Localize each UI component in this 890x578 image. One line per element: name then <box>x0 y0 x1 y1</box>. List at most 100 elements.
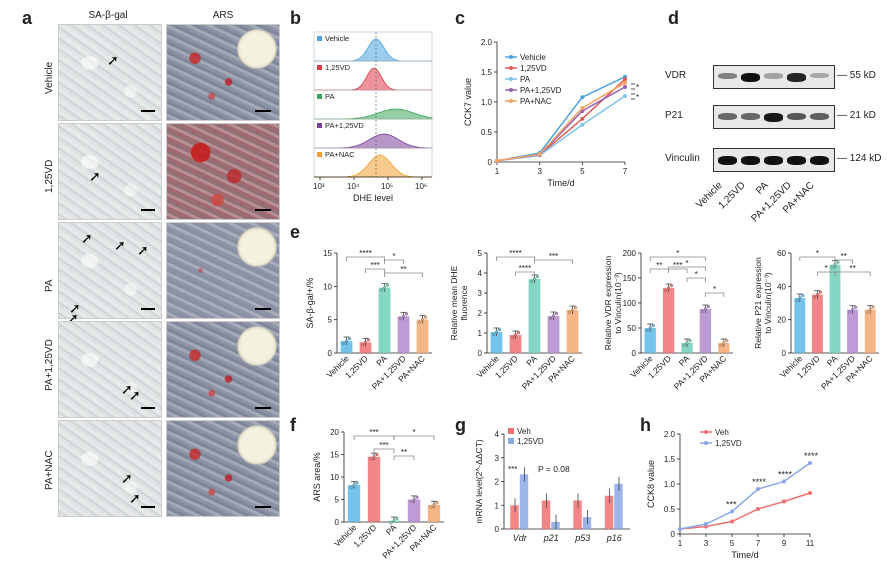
panel-letter-h: h <box>640 415 651 435</box>
y-tick-label: 200 <box>623 249 637 258</box>
data-point <box>435 501 439 505</box>
series-line <box>679 492 811 530</box>
x-tick-label: 3 <box>537 167 542 176</box>
data-point <box>401 314 406 318</box>
y-tick-label: 4 <box>478 269 483 278</box>
ars-micrograph <box>166 420 280 517</box>
sagal-micrograph: ➚ ➚ ➚ ➚ ➚ <box>58 222 162 325</box>
data-point <box>366 338 371 342</box>
y-tick-label: 1.0 <box>664 480 676 489</box>
row-label: PA+1,25VD <box>44 338 55 391</box>
panel-letter-f: f <box>290 415 296 435</box>
x-tick-label: 11 <box>806 539 815 548</box>
sig-mark: * <box>816 249 819 258</box>
data-point <box>865 310 869 314</box>
blot-band <box>787 156 806 165</box>
y-axis-label: SA-β-gal+/% <box>305 278 315 329</box>
legend-swatch <box>508 428 514 434</box>
sagal-micrograph: ➚ ➚ <box>58 420 162 517</box>
data-point <box>580 106 585 110</box>
data-point <box>704 522 708 526</box>
data-point <box>420 318 425 322</box>
sig-mark: *** <box>370 261 379 270</box>
arrow-icon: ➚ <box>129 387 141 403</box>
legend-swatch <box>317 94 322 99</box>
sig-bracket <box>393 455 415 460</box>
dhe-histogram-panel: Vehicle 1,25VD PA PA+1,25VD PA+NAC 10³ 10⁴ 10⁵ 1… <box>313 31 433 203</box>
sig-mark: * <box>676 249 679 258</box>
y-axis-label: fluorence <box>459 285 469 320</box>
data-point <box>580 95 585 100</box>
data-point <box>651 324 655 328</box>
data-point <box>510 335 515 339</box>
data-point <box>554 312 559 316</box>
data-point <box>352 483 356 487</box>
data-point <box>645 328 649 332</box>
bar <box>510 505 519 529</box>
y-axis-label: mRNA level(2^-ΔΔCT) <box>474 439 484 523</box>
data-point <box>812 295 816 299</box>
bar <box>811 294 823 353</box>
data-point <box>623 80 627 85</box>
legend-label: 1,25VD <box>715 439 742 448</box>
histogram-curve <box>314 133 433 149</box>
bar <box>359 342 372 353</box>
data-point <box>516 331 521 335</box>
blot-band <box>718 113 737 120</box>
blot-band <box>764 73 783 79</box>
blot-band <box>741 113 760 120</box>
data-point <box>372 455 376 459</box>
bar <box>490 332 503 353</box>
y-tick-label: 2 <box>495 478 500 487</box>
y-tick-label: 20 <box>777 316 786 325</box>
cck8-line-chart: 0 0.5 1.0 1.5 2.0 1 3 5 7 9 11 Time/d CCK8 value Veh 1… <box>646 428 819 560</box>
data-point <box>344 339 349 343</box>
kd-label: — 124 kD <box>837 153 882 164</box>
sig-mark: ** <box>401 448 407 457</box>
bar <box>604 495 614 529</box>
y-tick-label: 0 <box>488 158 493 167</box>
data-point <box>722 341 726 345</box>
data-point <box>664 288 668 292</box>
legend-marker <box>509 55 513 59</box>
bar <box>582 517 592 529</box>
panel-letter-a: a <box>22 8 33 28</box>
data-point <box>871 305 875 309</box>
x-tick-label: 7 <box>756 539 761 548</box>
y-tick-label: 5 <box>478 249 483 258</box>
sig-mark: * <box>825 264 828 273</box>
x-axis-label: DHE level <box>353 193 393 203</box>
x-axis-label: Time/d <box>731 550 758 560</box>
legend-marker <box>509 88 513 92</box>
legend-label: PA+NAC <box>325 150 355 159</box>
legend-marker <box>509 99 513 103</box>
kd-label: — 21 kD <box>837 110 876 121</box>
bar <box>519 474 529 529</box>
y-tick-label: 20 <box>330 428 339 437</box>
x-tick-label: 10⁴ <box>347 182 360 191</box>
arrow-icon: ➚ <box>121 470 133 486</box>
data-point <box>532 277 537 281</box>
y-tick-label: 0 <box>335 518 340 527</box>
blot-row-label: VDR <box>665 70 687 81</box>
legend-label: Veh <box>517 427 531 436</box>
arrow-icon: ➚ <box>137 242 149 258</box>
y-tick-label: 1.0 <box>481 98 493 107</box>
data-point <box>529 279 534 283</box>
blot-row-label: Vinculin <box>665 153 700 164</box>
data-point <box>782 499 786 504</box>
p21-bar-chart: 0 20 40 60 Relative P21 expression to Vinculi… <box>753 249 879 392</box>
blot-band <box>810 156 829 165</box>
panel-letter-e: e <box>290 222 301 242</box>
blot-band <box>810 113 829 121</box>
legend-label: PA+1,25VD <box>520 86 562 95</box>
data-point <box>398 317 403 321</box>
bar <box>699 309 712 353</box>
bar <box>829 264 841 353</box>
sig-bracket <box>649 256 706 261</box>
western-blot: VDR — 55 kD P21— 21 kD Vinculin — 124 kD Vehi… <box>665 30 885 224</box>
histogram-curve <box>314 108 433 120</box>
data-point <box>782 479 786 484</box>
y-tick-label: 0 <box>632 349 637 358</box>
